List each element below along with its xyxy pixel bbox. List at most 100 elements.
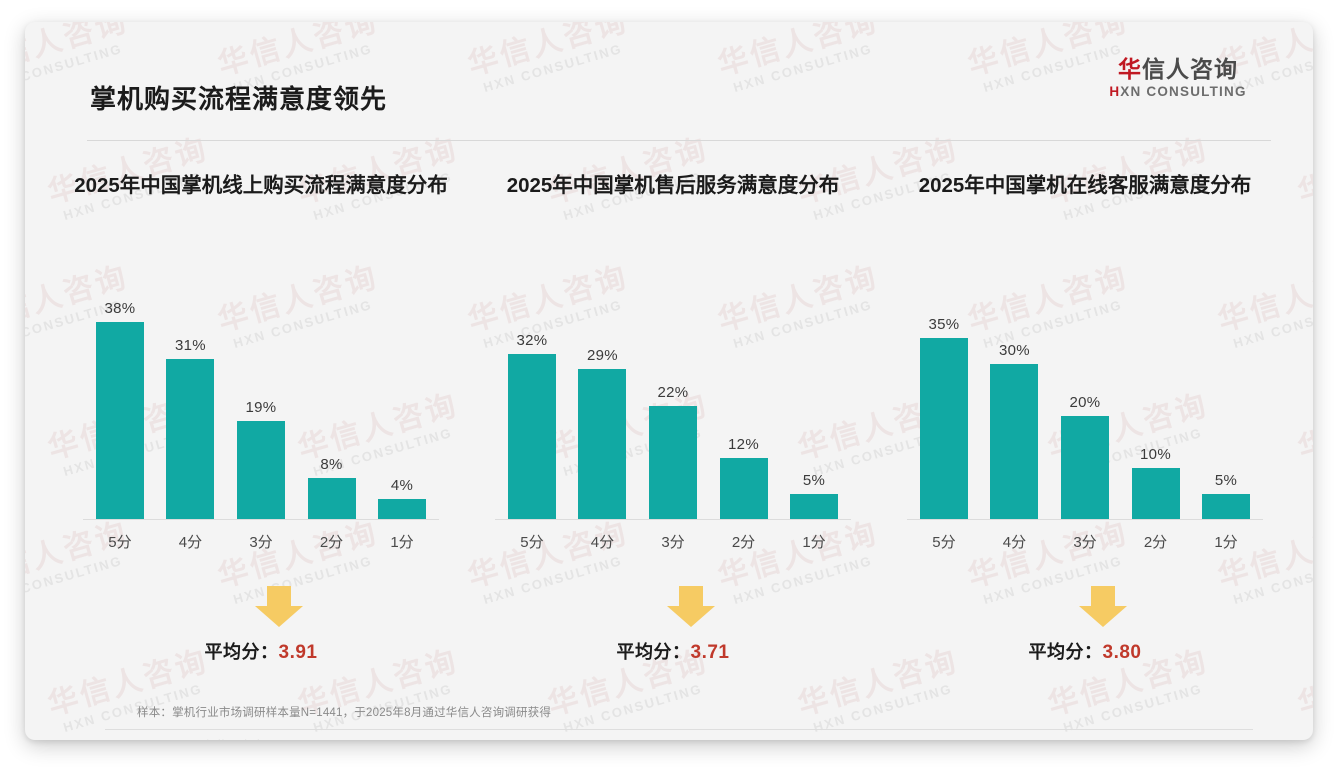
bar[interactable] <box>166 359 215 521</box>
average-score-label: 平均分： <box>1028 642 1103 663</box>
chart-panel-1: 2025年中国掌机线上购买流程满意度分布 38% 31% 19% 8% 4% 5分 4分 3分 2… <box>55 172 467 672</box>
bar-column: 38% <box>89 283 151 521</box>
x-axis-labels: 5分 4分 3分 2分 1分 <box>879 531 1291 552</box>
chart-panel-3: 2025年中国掌机在线客服满意度分布 35% 30% 20% 10% 5% 5分 4分 3分 2分… <box>879 172 1291 672</box>
x-axis-tick-label: 3分 <box>661 534 685 552</box>
footer-divider <box>105 729 1253 730</box>
chart-panel-2: 2025年中国掌机售后服务满意度分布 32% 29% 22% 12% 5% 5分 4分 3分 2分… <box>467 172 879 672</box>
down-arrow-icon <box>253 586 305 628</box>
bar-value-label: 8% <box>320 456 343 474</box>
bar[interactable] <box>1131 468 1180 521</box>
bar-column: 8% <box>301 283 363 521</box>
bar-value-label: 5% <box>802 472 826 490</box>
x-axis-tick-label: 4分 <box>178 534 203 552</box>
bar[interactable] <box>790 494 839 521</box>
bar-value-label: 22% <box>657 384 689 402</box>
x-axis-tick-label: 1分 <box>390 534 414 552</box>
bar-value-label: 10% <box>1140 446 1171 464</box>
bar-column: 31% <box>160 283 222 521</box>
bar-column: 10% <box>1125 283 1187 521</box>
x-axis-labels: 5分 4分 3分 2分 1分 <box>467 531 879 552</box>
bar-column: 12% <box>713 283 775 521</box>
chart-plot-area: 38% 31% 19% 8% 4% <box>55 283 467 521</box>
watermark-en: HXN CONSULTING <box>1312 421 1313 479</box>
logo-cn-accent-char: 华 <box>1118 56 1142 82</box>
watermark-en: HXN CONSULTING <box>561 680 705 735</box>
slide-header: 掌机购买流程满意度领先 华信人咨询 HXN CONSULTING <box>25 22 1313 120</box>
average-score-label: 平均分： <box>204 642 279 663</box>
x-axis-tick-label: 1分 <box>802 534 826 552</box>
average-score-block: 平均分：3.91 <box>55 586 467 672</box>
watermark-en: HXN CONSULTING <box>1312 165 1313 223</box>
chart-title: 2025年中国掌机线上购买流程满意度分布 <box>74 174 448 197</box>
bar-value-label: 31% <box>175 337 206 355</box>
logo-en-rest: XN CONSULTING <box>1120 84 1247 100</box>
bar-column: 5% <box>783 283 845 521</box>
logo-en-accent-char: H <box>1109 84 1121 100</box>
copyright-text: ©2025.10 HXR华信人咨询 <box>123 737 264 740</box>
source-note: 样本：掌机行业市场调研样本量N=1441，于2025年8月通过华信人咨询调研获得 <box>137 707 552 719</box>
company-logo: 华信人咨询 HXN CONSULTING <box>1088 56 1268 99</box>
average-score-label: 平均分： <box>616 642 691 663</box>
bar[interactable] <box>507 354 556 521</box>
down-arrow-icon <box>665 586 717 628</box>
watermark-cn: 华信人咨询 <box>1294 644 1313 722</box>
x-axis-tick-label: 3分 <box>1073 534 1097 552</box>
watermark-en: HXN CONSULTING <box>1312 677 1313 735</box>
bar-group: 35% 30% 20% 10% 5% <box>913 283 1257 521</box>
average-score-value: 3.91 <box>278 642 318 664</box>
bar[interactable] <box>236 421 285 521</box>
bar[interactable] <box>95 322 144 521</box>
x-axis-tick-label: 2分 <box>1143 534 1168 552</box>
logo-english-text: HXN CONSULTING <box>1088 84 1268 99</box>
charts-row: 2025年中国掌机线上购买流程满意度分布 38% 31% 19% 8% 4% 5分 4分 3分 2… <box>55 172 1291 672</box>
bar[interactable] <box>990 364 1039 521</box>
bar-column: 30% <box>984 283 1046 521</box>
logo-chinese-text: 华信人咨询 <box>1088 56 1268 82</box>
bar-value-label: 12% <box>728 436 759 454</box>
x-axis-tick-label: 4分 <box>1002 534 1027 552</box>
bar[interactable] <box>378 499 427 521</box>
bar-column: 29% <box>572 283 634 521</box>
bar-column: 20% <box>1054 283 1116 521</box>
bar[interactable] <box>919 338 968 521</box>
x-axis-tick-label: 5分 <box>520 534 544 552</box>
down-arrow-icon <box>1077 586 1129 628</box>
x-axis-line <box>907 519 1263 521</box>
watermark-cn: 华信人咨询 <box>1294 132 1313 210</box>
x-axis-tick-label: 5分 <box>932 534 956 552</box>
x-axis-tick-label: 2分 <box>319 534 344 552</box>
x-axis-line <box>495 519 851 521</box>
watermark-cn: 华信人咨询 <box>1294 388 1313 466</box>
bar[interactable] <box>1202 494 1251 521</box>
header-divider <box>87 140 1271 141</box>
average-score-value: 3.80 <box>1102 642 1142 664</box>
bar-column: 35% <box>913 283 975 521</box>
x-axis-tick-label: 4分 <box>590 534 615 552</box>
bar[interactable] <box>648 406 697 521</box>
x-axis-tick-label: 3分 <box>249 534 273 552</box>
bar-column: 22% <box>642 283 704 521</box>
x-axis-line <box>83 519 439 521</box>
average-score-text: 平均分：3.71 <box>467 638 879 664</box>
bar[interactable] <box>1060 416 1109 521</box>
watermark-en: HXN CONSULTING <box>1061 680 1205 735</box>
bar-value-label: 5% <box>1214 472 1238 490</box>
bar-value-label: 29% <box>587 347 618 365</box>
x-axis-tick-label: 5分 <box>108 534 132 552</box>
bar[interactable] <box>307 478 356 521</box>
logo-cn-rest: 信人咨询 <box>1142 56 1238 82</box>
bar[interactable] <box>719 458 768 521</box>
average-score-block: 平均分：3.71 <box>467 586 879 672</box>
bar-value-label: 20% <box>1069 394 1101 412</box>
average-score-block: 平均分：3.80 <box>879 586 1291 672</box>
x-axis-tick-label: 1分 <box>1214 534 1238 552</box>
bar[interactable] <box>578 369 627 521</box>
chart-title: 2025年中国掌机在线客服满意度分布 <box>918 174 1252 197</box>
average-score-text: 平均分：3.80 <box>879 638 1291 664</box>
x-axis-labels: 5分 4分 3分 2分 1分 <box>55 531 467 552</box>
bar-column: 4% <box>371 283 433 521</box>
